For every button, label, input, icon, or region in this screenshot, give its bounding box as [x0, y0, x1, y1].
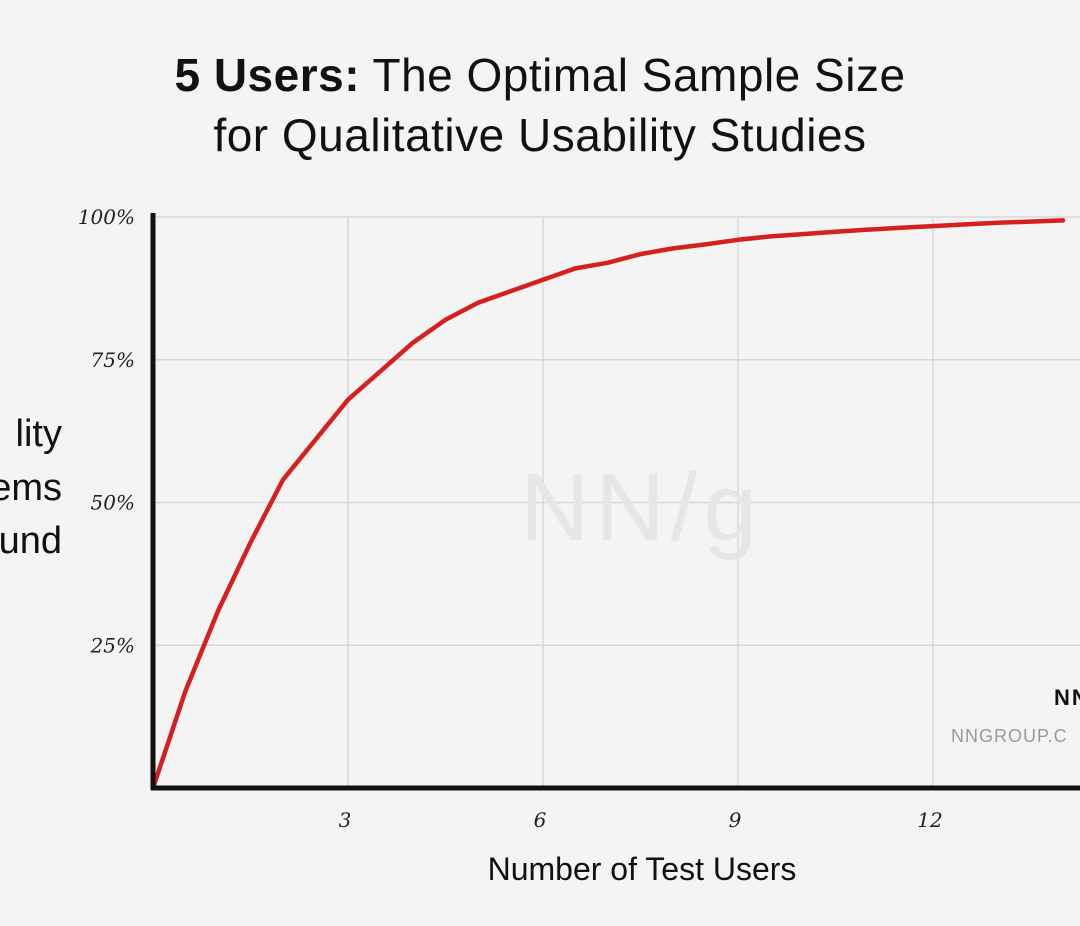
x-tick-labels: 3 6 9 12 — [339, 808, 943, 832]
x-axis-title: Number of Test Users — [488, 851, 797, 887]
y-axis-title: lity ems und — [0, 413, 62, 562]
y-axis-title-line: und — [0, 520, 62, 562]
series-line — [150, 218, 1066, 791]
y-tick-labels: 25% 50% 75% 100% — [78, 205, 135, 657]
chart-title-rest: The Optimal Sample Size — [372, 49, 906, 101]
x-tick-label: 6 — [534, 808, 547, 832]
y-tick-label: 100% — [78, 205, 135, 229]
x-tick-label: 12 — [917, 808, 942, 832]
x-tick-label: 3 — [339, 808, 352, 832]
x-tick-label: 9 — [729, 808, 742, 832]
chart-title: 5 Users: The Optimal Sample Size for Qua… — [0, 45, 1080, 165]
watermark-text: NN/g — [520, 454, 763, 561]
y-axis-title-line: lity — [16, 413, 62, 455]
y-tick-label: 25% — [90, 633, 135, 657]
chart-title-bold: 5 Users: — [174, 49, 361, 101]
grid-lines — [153, 216, 1080, 788]
y-axis-title-line: ems — [0, 467, 62, 509]
site-url-text: NNGROUP.C — [951, 726, 1068, 746]
chart-title-line2: for Qualitative Usability Studies — [213, 109, 867, 161]
y-tick-label: 50% — [91, 491, 135, 515]
y-tick-label: 75% — [91, 348, 135, 372]
brand-text: NN — [1054, 685, 1080, 710]
